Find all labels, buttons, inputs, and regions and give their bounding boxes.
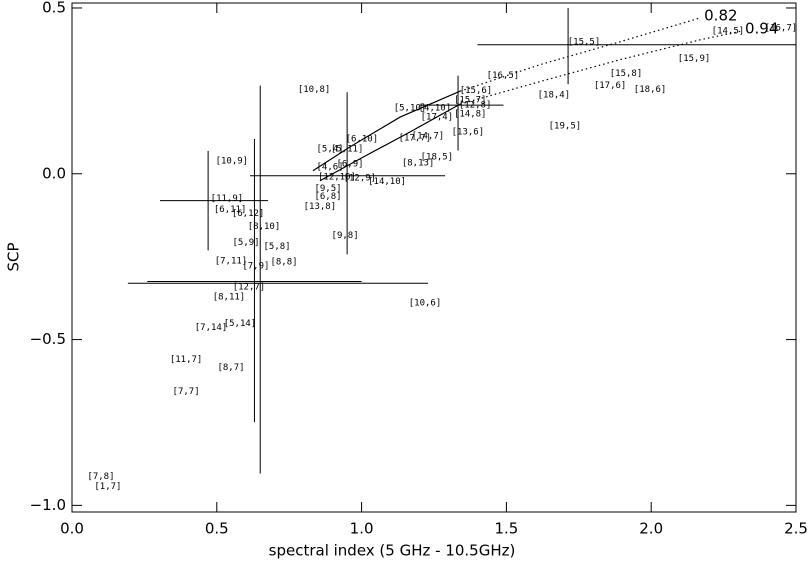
point-label: [15,7] [454,96,487,106]
model-curve-extrapolation [459,30,742,105]
point-label: [12,10] [318,172,356,182]
point-label: [15,9] [678,54,711,64]
plot-frame [71,2,797,513]
point-label: [6,9] [336,159,363,169]
point-label: [6,8] [314,192,341,202]
point-label: [15,5] [568,37,601,47]
point-label: [15,8] [610,69,643,79]
point-label: [13,6] [452,127,485,137]
point-label: [7,9] [242,261,269,271]
model-curve [312,90,461,172]
y-tick-label: −0.5 [30,330,66,348]
point-label: [18,5] [421,152,454,162]
point-label: [19,5] [549,122,582,132]
point-label: [16,7] [765,23,798,33]
x-tick-label: 0.5 [205,520,229,538]
point-label: [10,8] [298,85,331,95]
point-label: [15,6] [460,86,493,96]
point-label: [7,14] [195,323,228,333]
x-tick-label: 2.0 [639,520,663,538]
point-label: [18,6] [634,85,667,95]
point-label: [8,10] [248,222,281,232]
y-axis-label: SCP [5,242,23,271]
point-label: [9,5] [314,184,341,194]
point-label: [14,5] [712,26,745,36]
x-axis-label: spectral index (5 GHz - 10.5GHz) [269,542,516,560]
x-tick-label: 0.0 [60,520,84,538]
point-label: [5,14] [224,319,257,329]
point-label: [1,7] [94,482,121,492]
point-label: [12,7] [233,282,266,292]
point-label: [5,10] [394,104,427,114]
point-label: [6,12] [232,209,265,219]
point-label: [12,9] [344,173,377,183]
point-label: [4,10] [419,104,452,114]
curve-label: 0.94 [745,20,778,38]
point-label: [9,8] [332,231,359,241]
point-label: [10,6] [409,298,442,308]
point-label: [17,7] [399,133,432,143]
point-label: [14,10] [368,177,406,187]
point-label: [8,13] [402,158,435,168]
point-label: [7,8] [87,472,114,482]
point-label: [8,11] [213,292,246,302]
point-label: [4,6] [316,162,343,172]
point-label: [8,8] [270,257,297,267]
point-label: [16,5] [487,71,520,81]
point-label: [14,8] [454,110,487,120]
point-label: [6,10] [346,134,379,144]
point-label: [18,4] [538,91,571,101]
point-label: [12,8] [459,101,492,111]
point-label: [5,8] [263,242,290,252]
point-label: [7,7] [173,387,200,397]
point-label: [6,11] [214,205,247,215]
point-label: [5,11] [331,144,364,154]
x-tick-label: 1.5 [494,520,518,538]
point-label: [8,7] [217,363,244,373]
point-label: [5,4] [316,144,343,154]
point-label: [14,7] [412,131,445,141]
model-curve [319,103,461,182]
point-label: [11,7] [170,355,203,365]
point-label: [17,6] [594,81,627,91]
y-tick-label: 0.5 [42,0,66,16]
x-tick-label: 1.0 [350,520,374,538]
point-label: [11,9] [211,194,244,204]
point-label: [10,9] [216,156,249,166]
y-tick-label: 0.0 [42,164,66,182]
x-tick-label: 2.5 [784,520,808,538]
point-label: [13,8] [304,202,337,212]
point-label: [7,11] [215,256,248,266]
y-tick-label: −1.0 [30,496,66,514]
curve-label: 0.82 [704,6,737,24]
point-label: [5,9] [233,238,260,248]
point-label: [17,4] [421,113,454,123]
